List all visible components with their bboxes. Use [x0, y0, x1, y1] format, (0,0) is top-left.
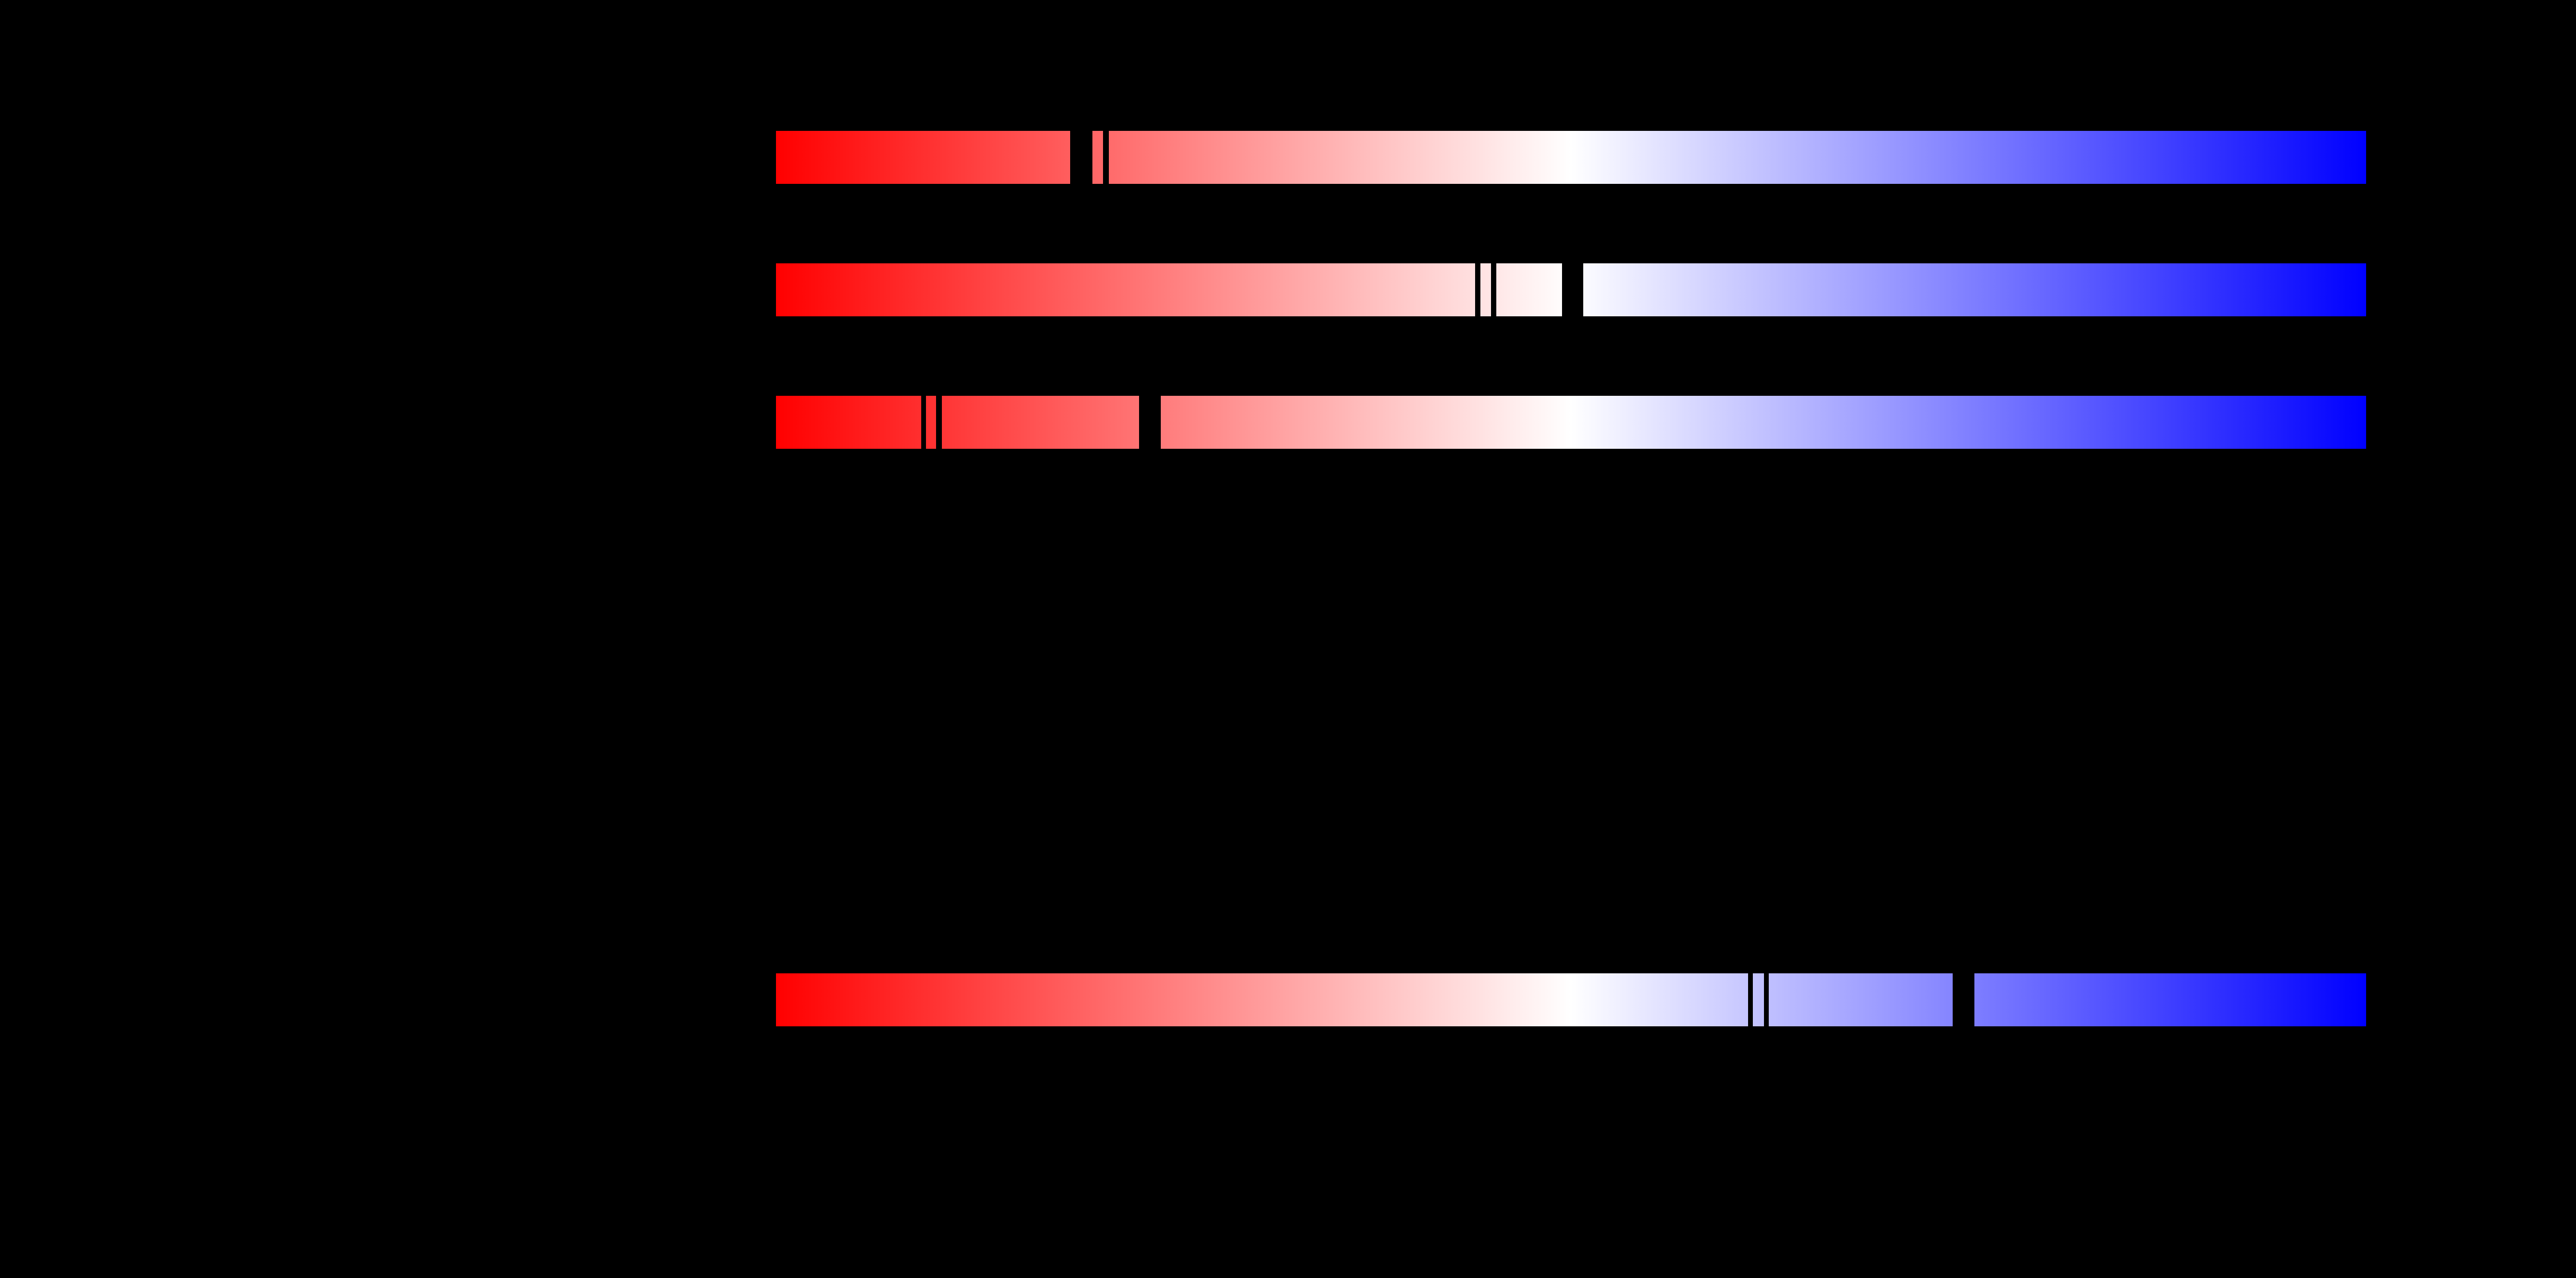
- tick-marker: [1748, 973, 1753, 1026]
- gap-marker: [1562, 263, 1583, 316]
- gap-marker: [1953, 973, 1974, 1026]
- gap-marker: [1070, 131, 1092, 184]
- tick-marker: [936, 396, 942, 449]
- tick-marker: [1491, 263, 1496, 316]
- tick-marker: [1764, 973, 1769, 1026]
- colorbar-2: [776, 263, 2366, 316]
- tick-marker: [921, 396, 926, 449]
- colorbar-4: [776, 973, 2366, 1026]
- tick-marker: [1475, 263, 1480, 316]
- gap-marker: [1139, 396, 1161, 449]
- colorbar-3: [776, 396, 2366, 449]
- tick-marker: [1103, 131, 1109, 184]
- colorbar-1: [776, 131, 2366, 184]
